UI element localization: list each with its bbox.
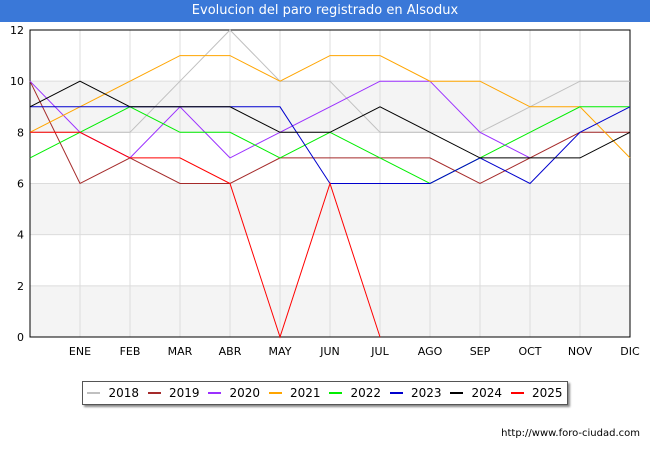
legend-label: 2019 <box>168 386 200 400</box>
x-axis-ticks: ENE FEB MAR ABR MAY JUN JUL AGO SEP OCT NOV DIC <box>69 345 640 358</box>
series-line-2021 <box>29 55 631 159</box>
legend-swatch <box>147 392 161 394</box>
x-tick-label: DIC <box>620 345 640 358</box>
x-tick-label: JUN <box>319 345 340 358</box>
legend-item-2019: 2019 <box>147 386 200 400</box>
legend-label: 2020 <box>229 386 261 400</box>
x-tick-label: ABR <box>219 345 242 358</box>
legend-swatch <box>329 392 343 394</box>
series-lines <box>29 29 631 339</box>
legend-item-2020: 2020 <box>208 386 260 400</box>
x-tick-label: JUL <box>370 345 389 358</box>
y-axis-ticks: 0 2 4 6 8 10 12 <box>10 24 24 344</box>
legend-label: 2022 <box>350 386 382 400</box>
legend-item-2022: 2022 <box>329 386 381 400</box>
y-tick-label: 2 <box>17 280 24 293</box>
y-tick-label: 12 <box>10 24 24 37</box>
legend-swatch <box>208 392 222 394</box>
x-tick-label: MAR <box>168 345 193 358</box>
x-tick-label: SEP <box>470 345 491 358</box>
credit-text: http://www.foro-ciudad.com <box>501 428 640 439</box>
y-tick-label: 8 <box>17 126 24 139</box>
x-tick-label: MAY <box>269 345 292 358</box>
series-line-2025 <box>30 131 381 339</box>
x-tick-label: NOV <box>568 345 593 358</box>
legend-label: 2025 <box>531 386 563 400</box>
y-tick-label: 4 <box>17 229 24 242</box>
legend-swatch <box>450 392 464 394</box>
legend-item-2018: 2018 <box>87 386 139 400</box>
x-tick-label: OCT <box>518 345 541 358</box>
chart-title: Evolucion del paro registrado en Alsodux <box>0 0 650 22</box>
legend-label: 2018 <box>108 386 140 400</box>
y-tick-label: 10 <box>10 75 24 88</box>
legend-label: 2023 <box>410 386 442 400</box>
plot-frame <box>29 29 631 338</box>
legend-swatch <box>268 392 282 394</box>
x-tick-label: ENE <box>69 345 91 358</box>
legend-item-2023: 2023 <box>389 386 442 400</box>
legend-swatch <box>510 392 524 394</box>
legend-label: 2024 <box>471 386 503 400</box>
legend: 2018 2019 2020 2021 2022 2023 2024 2025 <box>82 381 568 405</box>
legend-swatch <box>87 392 101 394</box>
legend-item-2024: 2024 <box>450 386 502 400</box>
y-tick-label: 0 <box>17 331 24 344</box>
x-tick-label: FEB <box>120 345 141 358</box>
x-tick-label: AGO <box>418 345 443 358</box>
legend-label: 2021 <box>289 386 321 400</box>
series-line-2024 <box>29 80 631 159</box>
legend-item-2021: 2021 <box>268 386 321 400</box>
legend-swatch <box>389 392 403 394</box>
legend-item-2025: 2025 <box>510 386 563 400</box>
y-tick-label: 6 <box>17 178 24 191</box>
